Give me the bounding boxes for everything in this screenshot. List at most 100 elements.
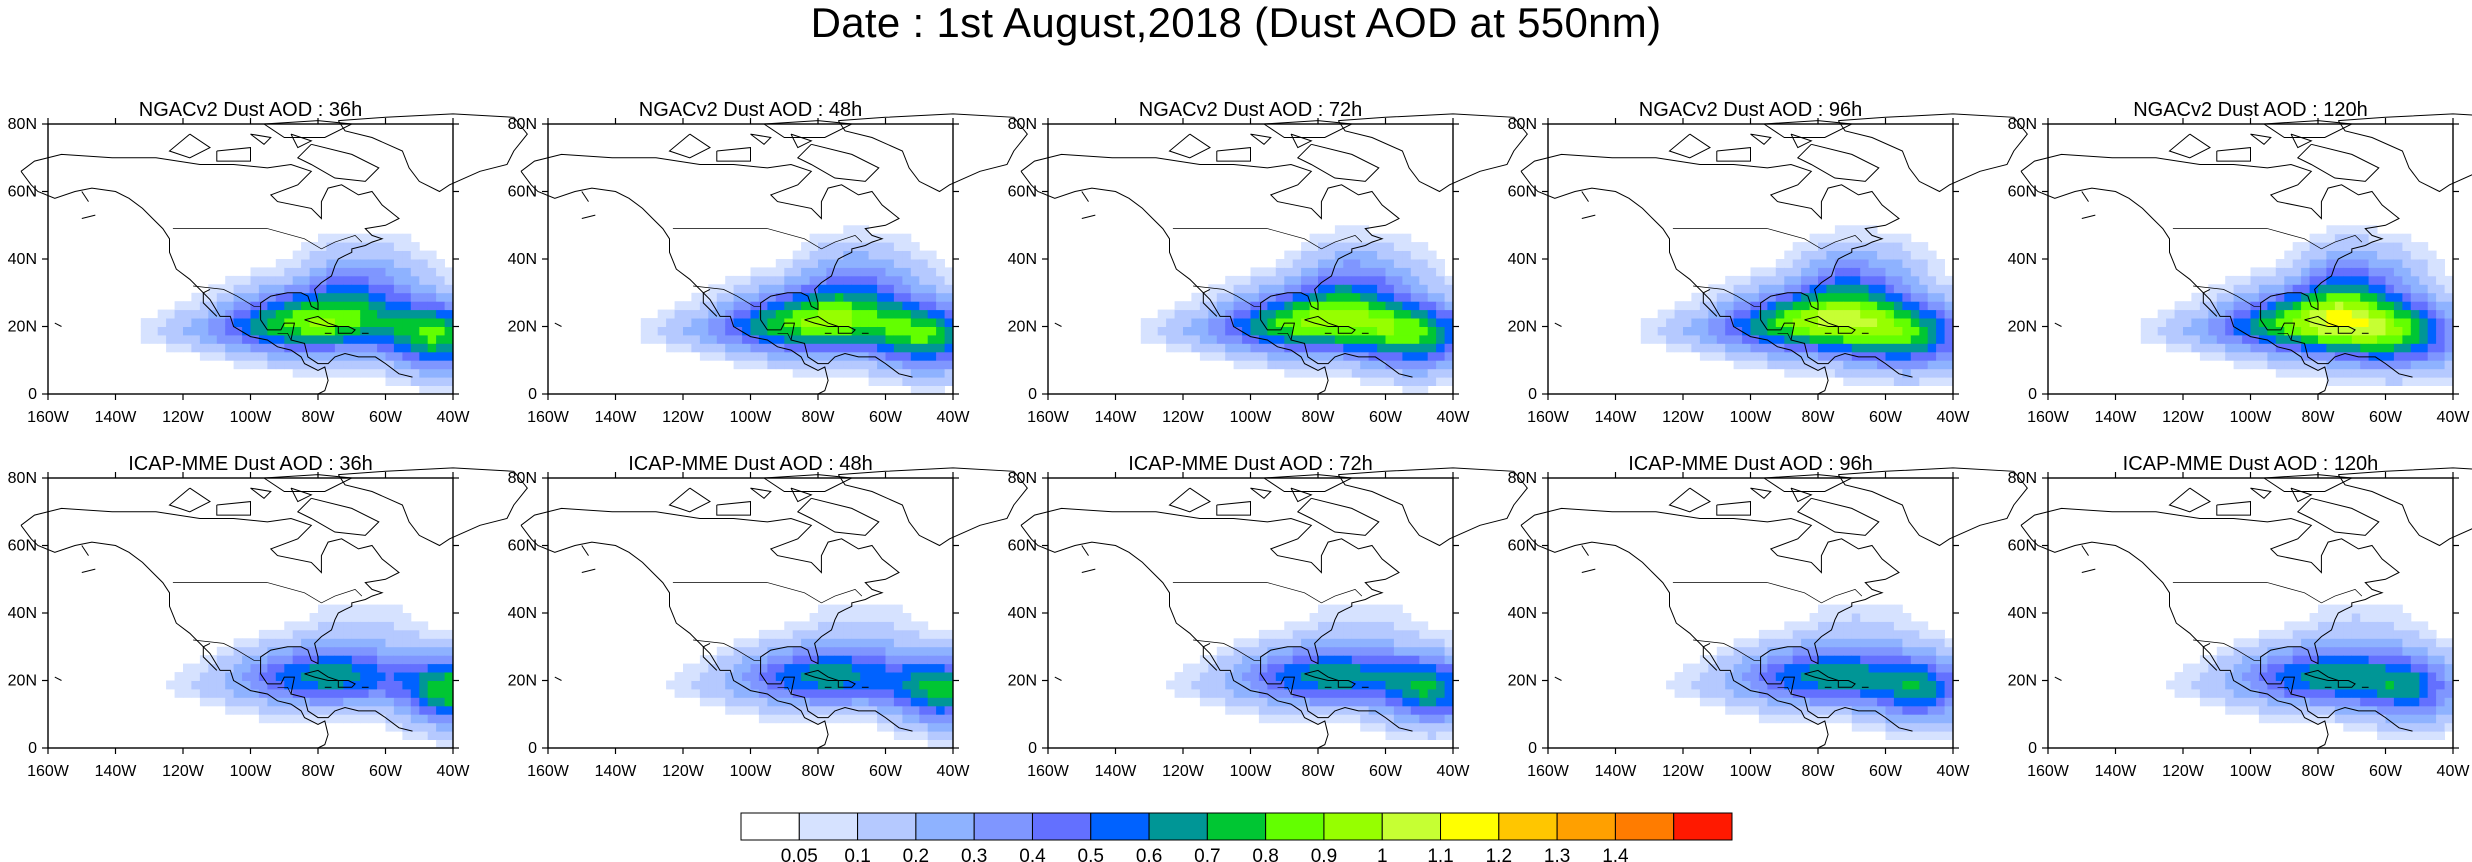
coastline — [581, 545, 589, 556]
lon-tick-label: 100W — [230, 763, 273, 780]
coastline — [1837, 467, 2028, 547]
coastline — [796, 143, 880, 182]
lon-tick-label: 40W — [2437, 763, 2471, 780]
lat-tick-label: 20N — [1508, 319, 1537, 336]
coastline — [763, 474, 854, 492]
lon-tick-label: 80W — [2302, 763, 2336, 780]
lat-tick-label: 20N — [1508, 673, 1537, 690]
coastline — [337, 467, 528, 547]
country-border — [693, 639, 761, 661]
panel-title: ICAP-MME Dust AOD : 96h — [1628, 453, 1873, 475]
colorbar-label: 1.3 — [1544, 846, 1570, 862]
lon-tick-label: 140W — [1595, 409, 1638, 426]
lon-tick-label: 80W — [1802, 409, 1836, 426]
colorbar-label: 0.6 — [1136, 846, 1162, 862]
lon-tick-label: 40W — [437, 763, 471, 780]
coastline — [2054, 322, 2062, 327]
coastline — [750, 487, 772, 499]
coastline — [1250, 487, 1272, 499]
lat-tick-label: 80N — [1008, 116, 1037, 133]
lat-tick-label: 20N — [8, 319, 37, 336]
lon-tick-label: 80W — [802, 763, 836, 780]
lon-tick-label: 120W — [662, 763, 705, 780]
coastline — [81, 191, 89, 202]
coastline — [216, 147, 251, 162]
coastline — [1716, 501, 1751, 516]
lat-tick-label: 20N — [2008, 319, 2037, 336]
lat-tick-label: 80N — [508, 116, 537, 133]
coastline — [2081, 568, 2096, 573]
lat-tick-label: 20N — [508, 673, 537, 690]
map-panel: ICAP-MME Dust AOD : 120h 160W 140W 120W 100W… — [2008, 453, 2472, 780]
coastline — [1716, 147, 1751, 162]
lon-tick-label: 100W — [1230, 409, 1273, 426]
lon-tick-label: 40W — [437, 409, 471, 426]
lat-tick-label: 60N — [1508, 184, 1537, 201]
lon-tick-label: 120W — [2162, 409, 2205, 426]
lat-tick-label: 80N — [1508, 470, 1537, 487]
country-border — [267, 582, 363, 604]
country-border — [2267, 582, 2363, 604]
lon-tick-label: 100W — [2230, 409, 2273, 426]
country-border — [1267, 228, 1363, 250]
coastline — [790, 133, 813, 149]
colorbar-swatch — [915, 812, 975, 841]
lon-tick-label: 140W — [2095, 409, 2138, 426]
coastline — [168, 133, 211, 159]
country-border — [1767, 582, 1863, 604]
lon-tick-label: 140W — [95, 763, 138, 780]
coastline — [1554, 676, 1562, 681]
colorbar-label: 1.2 — [1486, 846, 1512, 862]
lon-tick-label: 80W — [802, 409, 836, 426]
coastline — [2290, 133, 2313, 149]
colorbar-label: 0.1 — [844, 846, 870, 862]
coastline — [1668, 487, 1711, 513]
country-border — [1693, 285, 1761, 307]
coastline — [1750, 133, 1772, 145]
panel-title: NGACv2 Dust AOD : 36h — [139, 99, 362, 121]
coastline — [1763, 120, 1854, 138]
country-border — [193, 639, 261, 661]
lon-tick-label: 80W — [1302, 763, 1336, 780]
country-border — [1277, 332, 1292, 341]
lat-tick-label: 20N — [2008, 673, 2037, 690]
lon-tick-label: 100W — [1730, 763, 1773, 780]
coastline — [2020, 525, 2329, 749]
lat-tick-label: 40N — [8, 251, 37, 268]
coastline — [763, 120, 854, 138]
coastline — [250, 133, 272, 145]
colorbar-label: 1.1 — [1427, 846, 1453, 862]
coastline — [581, 191, 589, 202]
coastline — [1581, 214, 1596, 219]
coastline — [2081, 191, 2089, 202]
coastline — [1263, 474, 1354, 492]
coastline — [202, 642, 218, 671]
coastline — [250, 487, 272, 499]
coastline — [1763, 474, 1854, 492]
lon-tick-label: 160W — [527, 763, 570, 780]
coastline — [1168, 487, 1211, 513]
lat-tick-label: 20N — [1008, 319, 1037, 336]
lon-tick-label: 120W — [1162, 409, 1205, 426]
coastline — [2296, 143, 2380, 182]
panel-title: NGACv2 Dust AOD : 72h — [1139, 99, 1362, 121]
lon-tick-label: 80W — [1302, 409, 1336, 426]
lon-tick-label: 160W — [1027, 763, 1070, 780]
lon-tick-label: 120W — [162, 409, 205, 426]
colorbar-swatch — [1323, 812, 1383, 841]
country-border — [277, 686, 292, 695]
coastline — [837, 113, 1028, 193]
coastline — [2250, 487, 2272, 499]
lat-tick-label: 80N — [1508, 116, 1537, 133]
colorbar-label: 1.4 — [1602, 846, 1629, 862]
coastline — [837, 326, 856, 334]
lon-tick-label: 40W — [1437, 409, 1471, 426]
colorbar-label: 0.4 — [1019, 846, 1046, 862]
colorbar-label: 1 — [1377, 846, 1388, 862]
lat-tick-label: 0 — [1028, 740, 1037, 757]
colorbar-swatch — [1090, 812, 1150, 841]
coastline — [1250, 133, 1272, 145]
coastline — [668, 133, 711, 159]
lat-tick-label: 0 — [2028, 386, 2037, 403]
coastline — [837, 467, 1028, 547]
